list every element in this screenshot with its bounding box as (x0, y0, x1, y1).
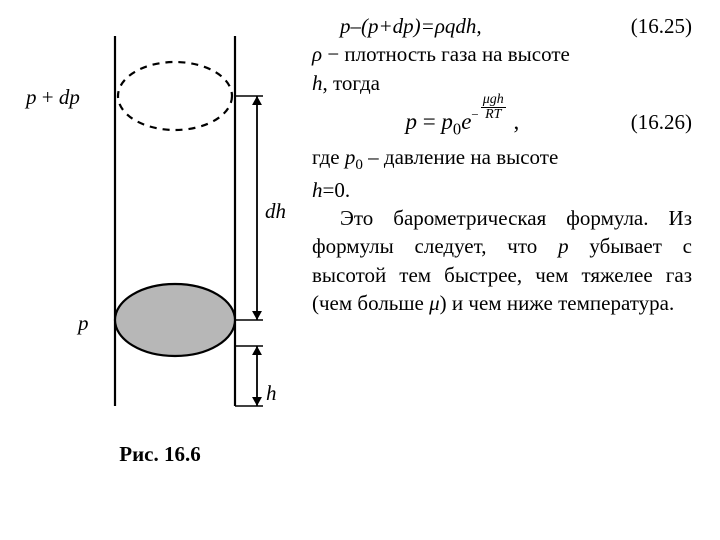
eq26-p0-sub: 0 (453, 120, 461, 139)
figure-caption: Рис. 16.6 (119, 442, 201, 467)
eq25-lhs: р–(р+dp)=ρqdh, (340, 14, 482, 38)
rho-line-1: ρ − плотность газа на высоте (312, 40, 692, 68)
eq26-exponent: −μghRT (471, 107, 507, 122)
rho-text-1: − плотность газа на высоте (327, 42, 569, 66)
where-line-2: h=0. (312, 176, 692, 204)
figure-svg: p + dp dh p h (20, 12, 300, 432)
eq26-p0: p (441, 109, 453, 134)
equation-16-25: р–(р+dp)=ρqdh, (16.25) (312, 12, 692, 40)
where-p0-p: р (345, 145, 356, 169)
eq26-number: (16.26) (631, 108, 692, 136)
text-column: р–(р+dp)=ρqdh, (16.25) ρ − плотность газ… (300, 12, 692, 528)
para-mu: μ (429, 291, 440, 315)
figure-label-dh: dh (265, 199, 286, 223)
eq26-math: p = p0e−μghRT , (312, 103, 613, 141)
eq25-number: (16.25) (603, 12, 692, 40)
rho-text-2: , тогда (323, 71, 380, 95)
figure-column: p + dp dh p h Рис. 16.6 (20, 12, 300, 528)
eq26-comma: , (508, 109, 520, 134)
para-p: р (558, 234, 569, 258)
h-symbol: h (312, 71, 323, 95)
where-text: – давление на высоте (363, 145, 558, 169)
figure-label-p_dp: p + dp (24, 85, 80, 109)
figure-label-h: h (266, 381, 277, 405)
equation-16-26: p = p0e−μghRT , (16.26) (312, 103, 692, 141)
eq26-e: e (461, 109, 471, 134)
figure-16-6: p + dp dh p h (20, 12, 300, 432)
barometric-paragraph: Это барометрическая формула. Из формулы … (312, 204, 692, 317)
eq26-exp-frac: μghRT (479, 93, 508, 122)
where-line-1: где р0 – давление на высоте (312, 143, 692, 176)
where-p0-0: 0 (355, 157, 363, 173)
h0-h: h (312, 178, 323, 202)
eq26-p: p (405, 109, 417, 134)
rho-symbol: ρ (312, 42, 322, 66)
para-seg-3: ) и чем ниже температура. (440, 291, 675, 315)
where-label: где (312, 145, 345, 169)
figure-label-p: p (76, 311, 89, 335)
h0-eq0: =0. (323, 178, 351, 202)
eq26-eq: = (417, 109, 441, 134)
page: p + dp dh p h Рис. 16.6 р–(р+dp)=ρqdh, (16.… (0, 0, 720, 540)
